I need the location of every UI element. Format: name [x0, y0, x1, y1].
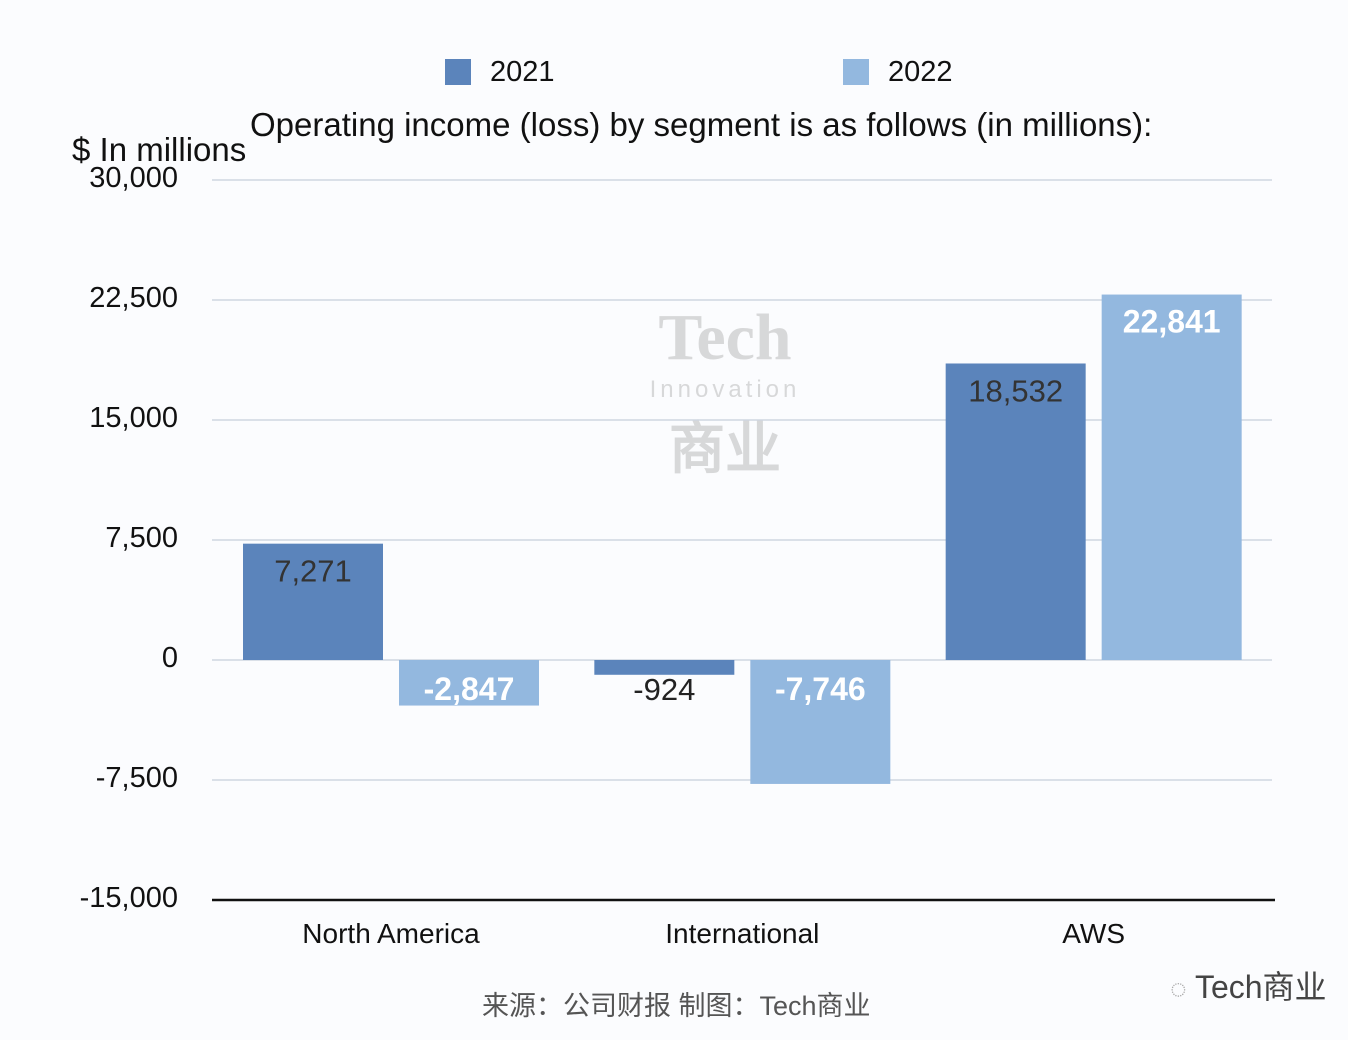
y-tick-label: 0	[161, 642, 178, 674]
data-label: -2,847	[424, 671, 515, 707]
y-tick-label: -7,500	[95, 762, 178, 794]
data-label: -7,746	[775, 671, 866, 707]
brand-text: Tech商业	[1194, 969, 1327, 1005]
x-category-label: International	[665, 918, 820, 949]
y-tick-label: -15,000	[79, 882, 178, 914]
watermark-line2: Innovation	[649, 376, 801, 403]
brand-logo: ◌ Tech商业	[1170, 962, 1327, 1008]
bar-2022-aws	[1101, 294, 1242, 660]
legend-label-2022: 2022	[888, 56, 953, 88]
bar-2021-international	[594, 660, 735, 675]
legend-swatch-2021	[445, 59, 471, 85]
y-tick-label: 22,500	[89, 282, 178, 314]
bar-2022-international	[750, 660, 891, 784]
y-tick-label: 7,500	[105, 522, 178, 554]
x-category-label: AWS	[1062, 918, 1126, 949]
bar-2021-aws	[945, 363, 1086, 660]
watermark: Tech Innovation 商业	[600, 300, 850, 485]
source-note: 来源：公司财报 制图：Tech商业	[482, 991, 871, 1021]
data-label: -924	[633, 672, 695, 707]
y-tick-label: 15,000	[89, 402, 178, 434]
data-label: 7,271	[274, 554, 352, 589]
legend-label-2021: 2021	[490, 56, 555, 88]
data-label: 22,841	[1123, 304, 1221, 340]
y-tick-label: 30,000	[89, 162, 178, 194]
chart-title: Operating income (loss) by segment is as…	[250, 106, 1153, 143]
legend-swatch-2022	[843, 59, 869, 85]
watermark-line1: Tech	[658, 301, 792, 374]
bar-2021-north-america	[243, 543, 383, 660]
bar-2022-north-america	[399, 660, 539, 706]
x-category-label: North America	[302, 918, 480, 949]
y-axis-label: $ In millions	[72, 131, 247, 168]
weibo-icon: ◌	[1170, 973, 1187, 1004]
data-label: 18,532	[968, 373, 1063, 408]
watermark-line3: 商业	[669, 417, 781, 480]
